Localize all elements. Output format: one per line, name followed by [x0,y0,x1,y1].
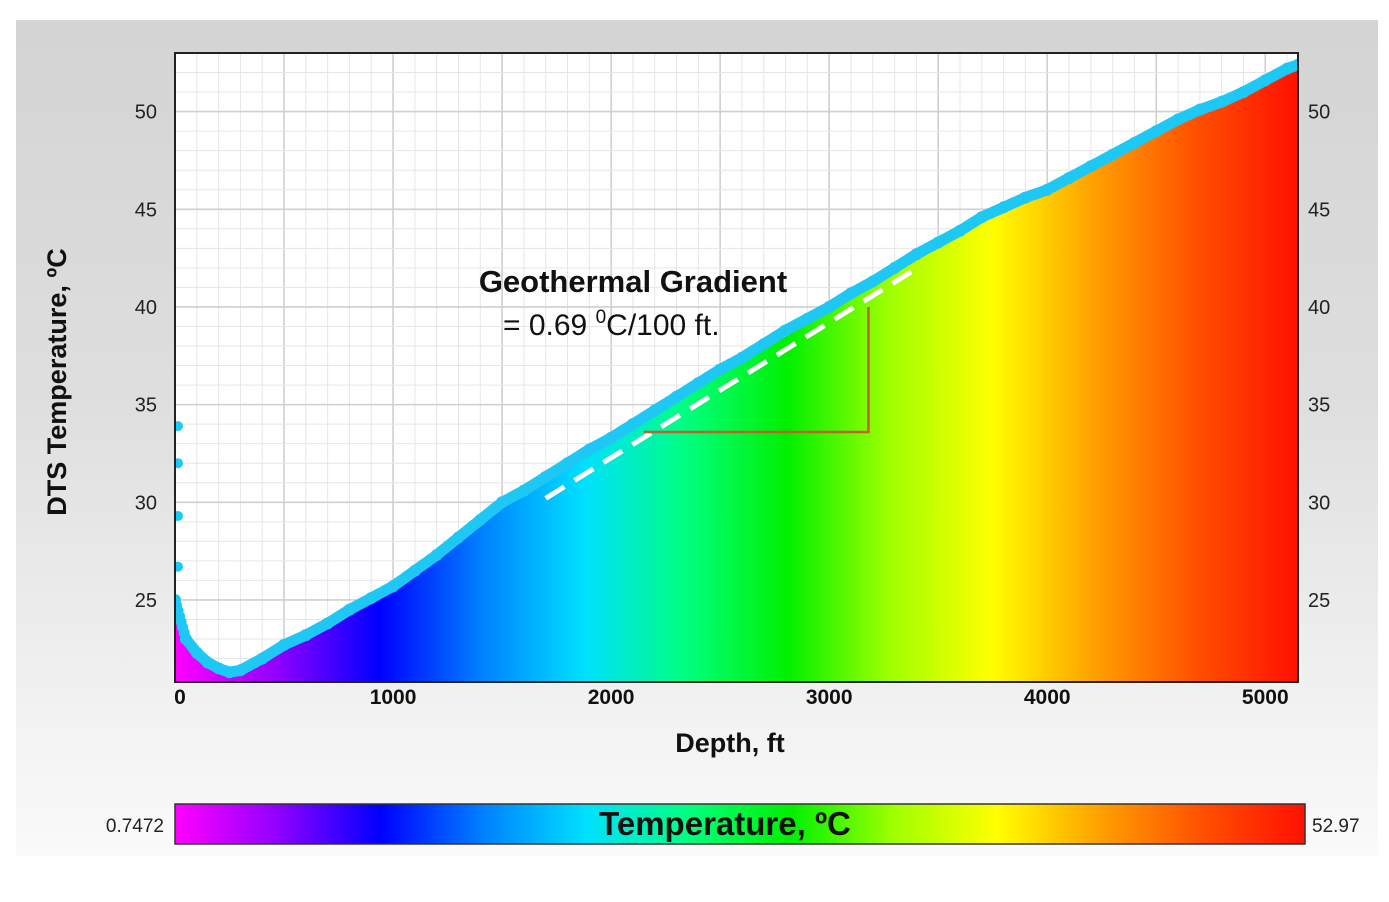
data-point [175,594,181,606]
data-point [365,592,378,604]
data-point [910,248,923,261]
y-tick-label-right: 35 [1308,395,1330,417]
y-tick-label-left: 30 [135,492,157,514]
data-point [539,470,552,483]
data-point [1193,103,1206,116]
data-point [474,513,487,526]
data-point [234,664,247,677]
data-point [1292,58,1298,71]
x-tick-label: 5000 [1242,686,1289,709]
x-tick-label: 1000 [370,686,417,709]
y-tick-label-left: 35 [135,395,157,417]
data-point [561,457,574,470]
data-point [757,338,770,351]
data-point [648,404,661,417]
annotation-gradient-value: = 0.69 0C/100 ft. [503,307,720,342]
data-point [278,638,290,651]
data-point [1281,62,1294,75]
y-axis-right-ticks: 25 30 35 40 45 50 [1308,102,1330,612]
data-point [801,312,814,325]
y-tick-label-right: 50 [1308,102,1330,124]
data-point [430,549,443,561]
y-tick-label-right: 40 [1308,297,1330,319]
colorbar-title: Temperature, ºC [599,805,851,842]
data-point [179,633,192,645]
data-point [1041,183,1054,196]
outlier-point [175,561,183,572]
y-tick-label-right: 25 [1308,590,1330,612]
temperature-area [175,64,1298,682]
data-point [823,300,836,313]
data-point [321,617,334,630]
y-tick-label-right: 45 [1308,199,1330,221]
x-tick-label: 4000 [1024,686,1071,709]
data-point [517,484,530,497]
data-point [496,496,509,509]
data-point [201,656,214,669]
data-point [583,443,596,456]
outlier-point [175,458,183,469]
data-point [605,431,618,444]
data-point [1150,125,1163,138]
y-tick-label-left: 40 [135,297,157,319]
x-tick-label: 2000 [588,686,635,709]
data-point [714,363,727,376]
geothermal-gradient-line [544,263,923,501]
data-point [626,418,639,431]
data-point [954,224,966,237]
data-point [997,201,1010,214]
outlier-point [175,511,183,521]
data-point [866,275,879,288]
data-point [1084,160,1097,173]
data-point [1019,191,1032,204]
data-point [888,261,901,274]
y-tick-label-right: 30 [1308,492,1330,514]
data-point [256,652,269,665]
data-point [1172,113,1185,126]
data-point [932,236,945,249]
data-point [212,662,225,675]
data-point [736,351,748,364]
x-tick-label: 0 [174,686,186,709]
data-point [223,666,236,679]
temperature-markers [175,58,1298,679]
outlier-point [175,421,183,432]
data-point [387,580,400,593]
colorbar-max-label: 52.97 [1312,816,1360,837]
colorbar-min-label: 0.7472 [106,816,164,837]
x-axis-ticks: 0 1000 2000 3000 4000 5000 [174,686,1288,709]
data-point [845,287,857,300]
y-axis-title: DTS Temperature, ºC [42,248,72,515]
colorbar [174,803,1306,845]
data-point [190,646,203,659]
data-point [670,390,683,403]
data-point [779,324,792,337]
y-tick-label-left: 50 [135,102,157,124]
data-point [299,629,312,642]
data-point [1259,74,1272,87]
data-point [1106,148,1119,161]
y-tick-label-left: 45 [135,199,157,221]
data-point [1237,86,1250,99]
data-point [408,564,421,577]
x-axis-title: Depth, ft [675,728,784,758]
gradient-triangle [643,306,870,434]
data-point [343,603,356,616]
plot-frame [174,52,1299,683]
y-tick-label-left: 25 [135,590,157,612]
data-point [1215,95,1228,108]
data-point [975,211,988,224]
data-point [452,531,465,544]
y-axis-left-ticks: 25 30 35 40 45 50 [135,102,157,612]
x-tick-label: 3000 [806,686,853,709]
data-point [692,377,705,390]
annotation-title: Geothermal Gradient [479,264,787,299]
data-point [1128,136,1141,149]
data-point [1063,172,1075,184]
